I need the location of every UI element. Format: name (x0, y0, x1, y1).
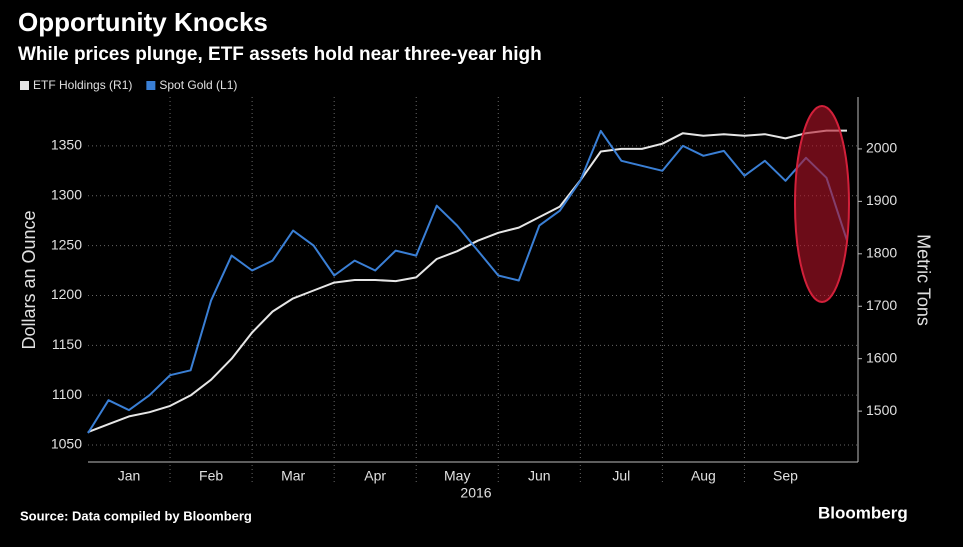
x-tick-label: Feb (199, 468, 223, 484)
y-tick-label: 1200 (51, 286, 82, 302)
y2-tick-label: 1700 (866, 297, 897, 313)
x-tick-label: Jul (612, 468, 630, 484)
legend-swatch (20, 81, 29, 90)
y2-tick-label: 1900 (866, 192, 897, 208)
y-axis-label: Dollars an Ounce (19, 210, 39, 349)
brand: Bloomberg (818, 503, 908, 522)
y2-tick-label: 1600 (866, 349, 897, 365)
chart-title: Opportunity Knocks (18, 7, 268, 37)
chart-subtitle: While prices plunge, ETF assets hold nea… (18, 44, 542, 65)
x-tick-label: Jan (118, 468, 141, 484)
legend-label: Spot Gold (L1) (159, 78, 237, 92)
y-tick-label: 1300 (51, 186, 82, 202)
x-axis-label: 2016 (460, 485, 491, 501)
y2-tick-label: 2000 (866, 140, 897, 156)
source: Source: Data compiled by Bloomberg (20, 508, 252, 523)
x-tick-label: Mar (281, 468, 305, 484)
y-tick-label: 1050 (51, 436, 82, 452)
x-tick-label: Sep (773, 468, 798, 484)
series-line (87, 129, 848, 434)
series-line (87, 129, 847, 434)
y-tick-label: 1350 (51, 137, 82, 153)
x-tick-label: May (444, 468, 470, 484)
x-tick-label: Aug (691, 468, 716, 484)
y2-tick-label: 1500 (866, 402, 897, 418)
y-tick-label: 1150 (52, 336, 82, 352)
x-tick-label: Jun (528, 468, 551, 484)
legend-label: ETF Holdings (R1) (33, 78, 132, 92)
y2-axis-label: Metric Tons (913, 234, 933, 326)
highlight-ellipse (794, 105, 850, 303)
y-tick-label: 1100 (52, 386, 82, 402)
y-tick-label: 1250 (51, 236, 82, 252)
x-tick-label: Apr (364, 468, 386, 484)
y2-tick-label: 1800 (866, 245, 897, 261)
legend-swatch (146, 81, 156, 90)
